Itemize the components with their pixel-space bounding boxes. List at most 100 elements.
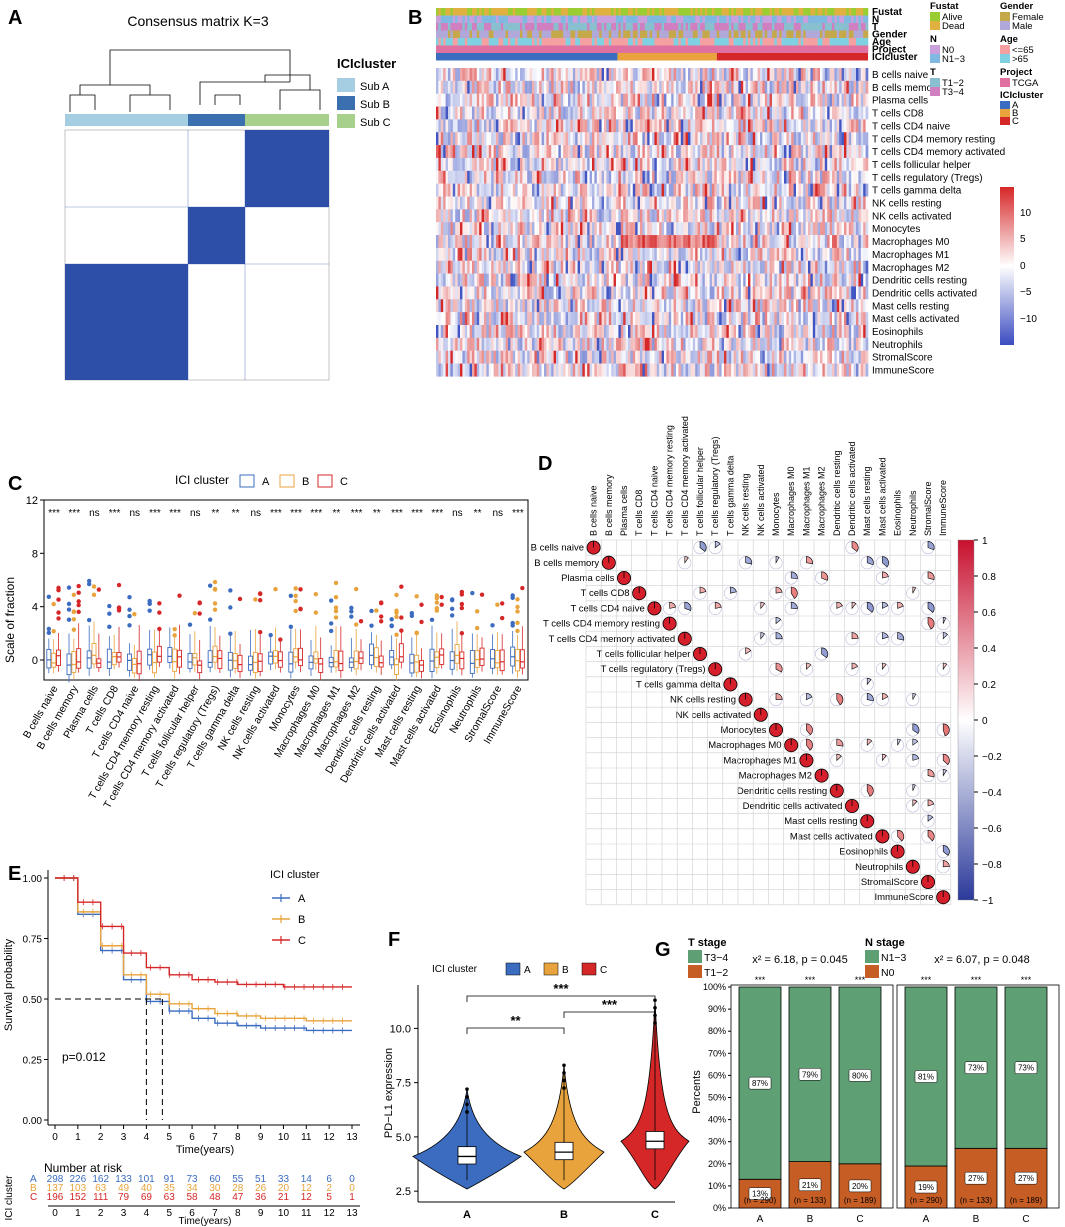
heatmap-cell bbox=[524, 299, 528, 313]
heatmap-cell bbox=[493, 209, 497, 223]
heatmap-cell bbox=[472, 286, 475, 300]
heatmap-cell bbox=[568, 312, 571, 326]
heatmap-cell bbox=[541, 106, 545, 120]
heatmap-cell bbox=[683, 80, 686, 94]
heatmap-cell bbox=[486, 196, 490, 210]
heatmap-cell bbox=[707, 209, 710, 223]
heatmap-cell bbox=[844, 157, 847, 171]
heatmap-cell bbox=[736, 325, 739, 339]
heatmap-cell bbox=[752, 209, 756, 223]
heatmap-cell bbox=[625, 273, 629, 287]
annotation-cell bbox=[743, 38, 746, 46]
heatmap-cell bbox=[721, 80, 725, 94]
heatmap-cell bbox=[517, 170, 521, 184]
annotation-cell bbox=[467, 23, 470, 31]
heatmap-cell bbox=[635, 235, 638, 249]
heatmap-cell bbox=[568, 209, 571, 223]
annotation-cell bbox=[594, 38, 598, 46]
annotation-cell bbox=[676, 30, 679, 38]
heatmap-cell bbox=[640, 286, 643, 300]
heatmap-cell bbox=[673, 273, 677, 287]
heatmap-cell bbox=[440, 325, 444, 339]
heatmap-cell bbox=[467, 80, 470, 94]
heatmap-cell bbox=[570, 260, 574, 274]
heatmap-cell bbox=[716, 247, 720, 261]
heatmap-cell bbox=[822, 286, 826, 300]
heatmap-cell bbox=[788, 106, 792, 120]
annotation-cell bbox=[824, 8, 828, 16]
heatmap-cell bbox=[594, 235, 598, 249]
annotation-cell bbox=[728, 45, 732, 53]
heatmap-cell bbox=[839, 170, 842, 184]
heatmap-cell bbox=[750, 106, 754, 120]
heatmap-cell bbox=[808, 170, 811, 184]
annotation-cell bbox=[604, 8, 607, 16]
heatmap-cell bbox=[467, 132, 470, 146]
heatmap-cell bbox=[827, 68, 830, 82]
heatmap-cell bbox=[738, 196, 742, 210]
annotation-cell bbox=[618, 30, 622, 38]
heatmap-cell bbox=[829, 196, 833, 210]
annotation-cell bbox=[479, 38, 482, 46]
annotation-cell bbox=[601, 45, 605, 53]
heatmap-cell bbox=[596, 157, 600, 171]
heatmap-cell bbox=[438, 132, 442, 146]
heatmap-cell bbox=[580, 196, 583, 210]
heatmap-cell bbox=[551, 337, 554, 351]
heatmap-cell bbox=[575, 106, 578, 120]
heatmap-cell bbox=[757, 106, 761, 120]
heatmap-cell bbox=[455, 235, 458, 249]
annotation-cell bbox=[779, 45, 782, 53]
heatmap-cell bbox=[635, 132, 638, 146]
heatmap-cell bbox=[512, 235, 516, 249]
heatmap-cell bbox=[640, 235, 643, 249]
heatmap-cell bbox=[445, 260, 449, 274]
heatmap-cell bbox=[822, 325, 826, 339]
heatmap-cell bbox=[467, 106, 470, 120]
heatmap-cell bbox=[606, 260, 610, 274]
heatmap-cell bbox=[462, 157, 466, 171]
heatmap-cell bbox=[810, 145, 814, 159]
heatmap-cell bbox=[606, 196, 610, 210]
heatmap-cell bbox=[815, 93, 818, 107]
heatmap-cell bbox=[488, 106, 492, 120]
heatmap-cell bbox=[798, 273, 802, 287]
annotation-cell bbox=[707, 15, 710, 23]
heatmap-cell bbox=[769, 247, 773, 261]
heatmap-cell bbox=[491, 145, 494, 159]
heatmap-cell bbox=[685, 325, 689, 339]
heatmap-cell bbox=[798, 260, 802, 274]
heatmap-cell bbox=[596, 273, 600, 287]
heatmap-cell bbox=[668, 106, 672, 120]
heatmap-cell bbox=[656, 183, 660, 197]
annotation-cell bbox=[436, 15, 439, 23]
heatmap-cell bbox=[726, 157, 730, 171]
heatmap-cell bbox=[712, 273, 715, 287]
heatmap-cell bbox=[452, 145, 456, 159]
heatmap-cell bbox=[436, 119, 439, 133]
heatmap-cell bbox=[817, 299, 821, 313]
heatmap-cell bbox=[736, 106, 739, 120]
heatmap-cell bbox=[851, 106, 854, 120]
heatmap-cell bbox=[491, 119, 494, 133]
heatmap-cell bbox=[752, 93, 756, 107]
heatmap-cell bbox=[522, 299, 526, 313]
heatmap-cell bbox=[476, 325, 480, 339]
heatmap-cell bbox=[484, 93, 487, 107]
heatmap-cell bbox=[476, 93, 480, 107]
heatmap-cell bbox=[630, 209, 634, 223]
heatmap-cell bbox=[712, 132, 715, 146]
heatmap-cell bbox=[829, 273, 833, 287]
heatmap-cell bbox=[524, 247, 528, 261]
annotation-cell bbox=[608, 23, 612, 31]
heatmap-cell bbox=[438, 337, 442, 351]
annotation-cell bbox=[860, 45, 864, 53]
heatmap-cell bbox=[683, 145, 686, 159]
heatmap-cell bbox=[464, 286, 468, 300]
heatmap-cell bbox=[560, 80, 564, 94]
annotation-cell bbox=[796, 23, 799, 31]
heatmap-cell bbox=[832, 68, 835, 82]
annotation-cell bbox=[589, 15, 593, 23]
annotation-cell bbox=[452, 38, 456, 46]
heatmap-cell bbox=[529, 132, 533, 146]
